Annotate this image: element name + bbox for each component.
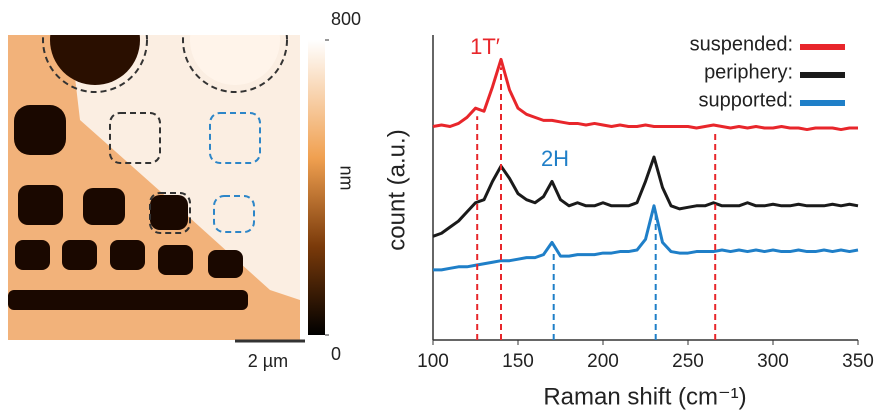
colorbar-tick-label: 0 xyxy=(331,344,341,364)
annotation: 2H xyxy=(541,146,569,171)
scale-bar-label: 2 µm xyxy=(248,351,288,371)
afm-image xyxy=(8,35,300,340)
x-tick-label: 100 xyxy=(417,351,449,372)
series-line xyxy=(433,204,859,272)
x-tick-label: 250 xyxy=(672,351,704,372)
colorbar-label: nm xyxy=(336,165,356,190)
colorbar xyxy=(308,40,325,335)
x-axis-label: Raman shift (cm⁻¹) xyxy=(543,383,746,410)
x-tick-label: 300 xyxy=(757,351,789,372)
x-tick-label: 150 xyxy=(502,351,534,372)
legend-label: periphery: xyxy=(704,61,793,83)
series-line xyxy=(432,155,859,238)
x-tick-label: 350 xyxy=(842,351,874,372)
series-line xyxy=(432,57,858,132)
annotation: 1T′ xyxy=(470,34,500,59)
x-tick-label: 200 xyxy=(587,351,619,372)
legend-label: suspended: xyxy=(690,33,793,55)
y-axis-label: count (a.u.) xyxy=(383,129,410,250)
legend-label: supported: xyxy=(698,89,793,111)
colorbar-tick-label: 800 xyxy=(331,9,361,29)
